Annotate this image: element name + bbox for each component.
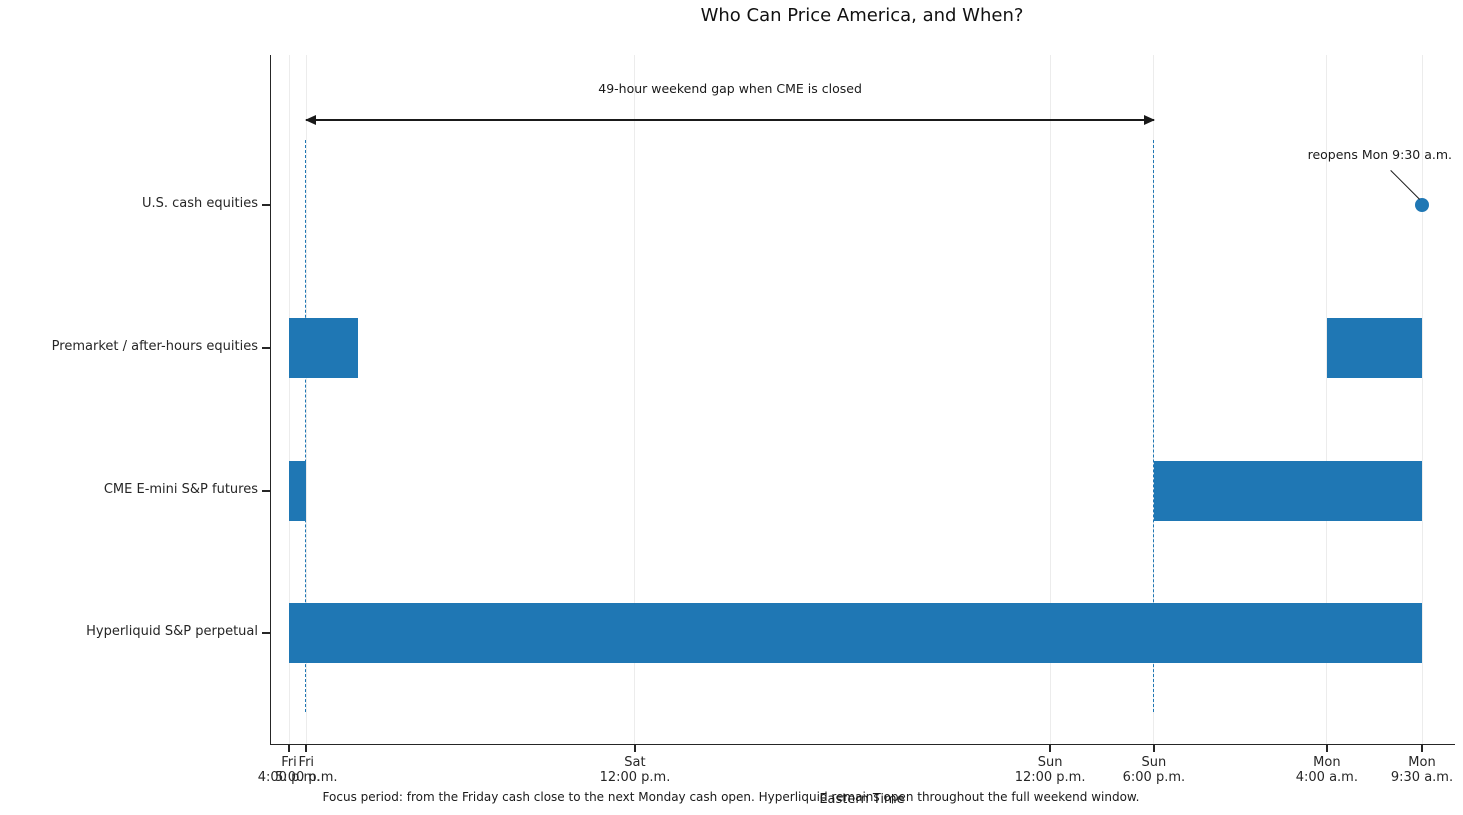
x-tick-label: Sun 6:00 p.m. (1123, 755, 1186, 785)
gap-boundary-dashed-line (305, 140, 307, 712)
x-tick-time: 12:00 p.m. (599, 770, 671, 785)
x-tick-label: Fri 5:00 p.m. (275, 755, 338, 785)
y-category-label: Hyperliquid S&P perpetual (86, 624, 258, 639)
x-tick-time: 4:00 p.m. (257, 770, 321, 785)
gap-annotation-label: 49-hour weekend gap when CME is closed (598, 81, 862, 96)
x-tick-time: 4:00 a.m. (1295, 770, 1358, 785)
session-bar (1326, 318, 1422, 378)
gap-boundary-dashed-line (1152, 140, 1154, 712)
y-tick-mark (262, 490, 271, 492)
x-tick-label: Mon 4:00 a.m. (1296, 755, 1358, 785)
x-tick-time: 9:30 a.m. (1390, 770, 1454, 785)
gap-span-arrow (305, 115, 1155, 125)
y-category-label: Premarket / after-hours equities (51, 339, 258, 354)
gridline (634, 55, 636, 744)
x-tick-time: 6:00 p.m. (1122, 770, 1186, 785)
x-tick-mark (634, 744, 636, 752)
x-tick-day: Sun (1141, 755, 1167, 770)
session-bar (1153, 461, 1422, 521)
session-bar (289, 318, 359, 378)
y-tick-mark (262, 632, 271, 634)
reopen-annotation-label: reopens Mon 9:30 a.m. (1307, 147, 1452, 162)
gridline (1049, 55, 1051, 744)
x-tick-day: Mon (1408, 755, 1436, 770)
x-tick-mark (305, 744, 308, 752)
x-tick-day: Sat (624, 755, 646, 770)
x-tick-mark (1421, 744, 1423, 752)
x-tick-day: Sun (1037, 755, 1063, 770)
x-tick-label: Fri 4:00 p.m. (258, 755, 321, 785)
gridline (1326, 55, 1328, 744)
gridline (1421, 55, 1423, 744)
x-tick-mark (1326, 744, 1328, 752)
x-tick-day: Fri (281, 755, 297, 770)
gridline (288, 55, 290, 744)
x-tick-day: Mon (1313, 755, 1341, 770)
y-tick-mark (262, 204, 271, 206)
x-tick-mark (1049, 744, 1051, 752)
x-tick-label: Sat 12:00 p.m. (600, 755, 671, 785)
x-tick-mark (1153, 744, 1155, 752)
reopen-marker-dot (1415, 198, 1429, 212)
annotation-leader-line (1390, 170, 1420, 200)
x-tick-day: Fri (298, 755, 315, 770)
session-bar (289, 461, 307, 521)
x-tick-label: Sun 12:00 p.m. (1015, 755, 1086, 785)
y-tick-mark (262, 347, 271, 349)
plot-area: 49-hour weekend gap when CME is closed re… (52, 55, 1455, 785)
x-tick-time: 12:00 p.m. (1014, 770, 1086, 785)
session-bar (289, 603, 1422, 663)
y-category-label: CME E-mini S&P futures (103, 482, 258, 497)
x-tick-time: 5:00 p.m. (275, 770, 338, 785)
x-tick-mark (288, 744, 290, 752)
chart-title: Who Can Price America, and When? (700, 5, 1024, 26)
x-tick-label: Mon 9:30 a.m. (1391, 755, 1453, 785)
caption: Focus period: from the Friday cash close… (322, 790, 1140, 804)
x-axis-label: Eastern Time (819, 792, 905, 807)
y-category-label: U.S. cash equities (141, 196, 258, 211)
